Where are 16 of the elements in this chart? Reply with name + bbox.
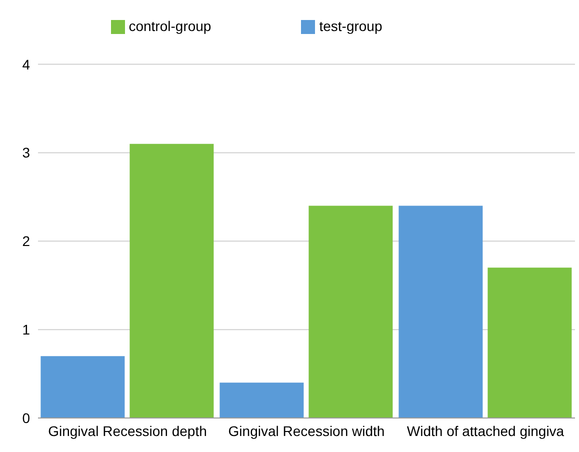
bar — [40, 356, 125, 418]
y-tick-label: 3 — [22, 144, 30, 161]
bar — [220, 382, 304, 418]
bar — [130, 144, 214, 418]
y-tick-label: 2 — [22, 233, 30, 250]
y-tick-label: 0 — [22, 410, 30, 426]
y-tick-label: 1 — [22, 322, 30, 338]
x-tick-label: Gingival Recession width — [228, 422, 385, 439]
x-tick-label: Width of attached gingiva — [406, 422, 564, 439]
bar — [398, 206, 483, 418]
x-tick-label: Gingival Recession depth — [48, 422, 207, 439]
bar — [308, 206, 393, 418]
legend-label: control-group — [128, 18, 212, 34]
y-tick-label: 4 — [22, 56, 30, 72]
legend-label: test-group — [319, 18, 382, 34]
bar — [488, 268, 572, 418]
